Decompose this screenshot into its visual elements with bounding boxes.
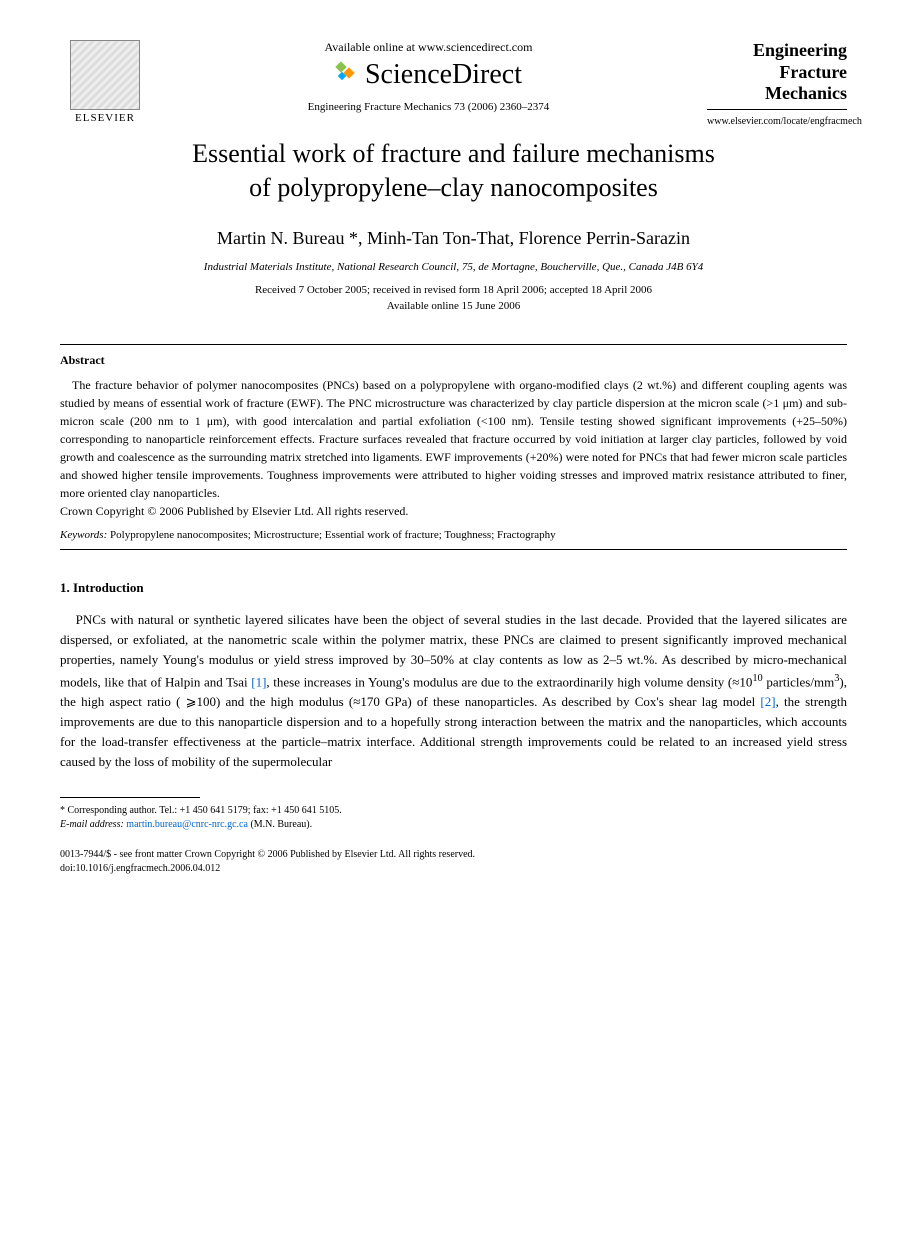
authors: Martin N. Bureau *, Minh-Tan Ton-That, F… (60, 228, 847, 249)
abstract-copyright: Crown Copyright © 2006 Published by Else… (60, 504, 847, 519)
elsevier-tree-icon (70, 40, 140, 110)
abstract-heading: Abstract (60, 353, 847, 368)
available-online-text: Available online at www.sciencedirect.co… (150, 40, 707, 55)
intro-text-b: , these increases in Young's modulus are… (266, 674, 752, 689)
dates-received: Received 7 October 2005; received in rev… (255, 284, 652, 296)
reference-link-1[interactable]: [1] (251, 674, 266, 689)
sciencedirect-icon (335, 61, 359, 93)
intro-paragraph: PNCs with natural or synthetic layered s… (60, 610, 847, 772)
corresponding-author-footnote: * Corresponding author. Tel.: +1 450 641… (60, 804, 847, 832)
email-line: E-mail address: martin.bureau@cnrc-nrc.g… (60, 818, 847, 832)
email-author: (M.N. Bureau). (248, 819, 312, 830)
platform-label: ScienceDirect (365, 59, 522, 90)
journal-box: Engineering Fracture Mechanics www.elsev… (707, 40, 847, 127)
platform-name: ScienceDirect (150, 59, 707, 93)
title-line2: of polypropylene–clay nanocomposites (249, 173, 658, 202)
journal-title-l1: Engineering (707, 40, 847, 62)
title-line1: Essential work of fracture and failure m… (192, 139, 715, 168)
intro-text-c: particles/mm (763, 674, 834, 689)
reference-link-2[interactable]: [2] (760, 694, 775, 709)
section-heading-intro: 1. Introduction (60, 580, 847, 596)
journal-title: Engineering Fracture Mechanics (707, 40, 847, 105)
email-address[interactable]: martin.bureau@cnrc-nrc.gc.ca (126, 819, 248, 830)
keywords: Keywords: Polypropylene nanocomposites; … (60, 529, 847, 541)
exponent-1: 10 (752, 673, 762, 684)
keywords-label: Keywords: (60, 529, 107, 541)
publisher-name: ELSEVIER (75, 112, 135, 124)
citation: Engineering Fracture Mechanics 73 (2006)… (150, 101, 707, 113)
footer-copyright: 0013-7944/$ - see front matter Crown Cop… (60, 848, 847, 862)
corresponding-author: * Corresponding author. Tel.: +1 450 641… (60, 804, 847, 818)
publisher-logo: ELSEVIER (60, 40, 150, 124)
page-header: ELSEVIER Available online at www.science… (60, 40, 847, 127)
header-center: Available online at www.sciencedirect.co… (150, 40, 707, 113)
journal-url[interactable]: www.elsevier.com/locate/engfracmech (707, 116, 847, 127)
keywords-list: Polypropylene nanocomposites; Microstruc… (107, 529, 555, 541)
article-dates: Received 7 October 2005; received in rev… (60, 283, 847, 314)
article-title: Essential work of fracture and failure m… (60, 137, 847, 205)
email-label: E-mail address: (60, 819, 124, 830)
dates-online: Available online 15 June 2006 (387, 300, 521, 312)
footer-doi: doi:10.1016/j.engfracmech.2006.04.012 (60, 862, 847, 876)
abstract-text: The fracture behavior of polymer nanocom… (60, 376, 847, 502)
journal-title-l2: Fracture (707, 62, 847, 84)
page-footer: 0013-7944/$ - see front matter Crown Cop… (60, 848, 847, 876)
affiliation: Industrial Materials Institute, National… (60, 261, 847, 273)
journal-title-l3: Mechanics (707, 83, 847, 105)
